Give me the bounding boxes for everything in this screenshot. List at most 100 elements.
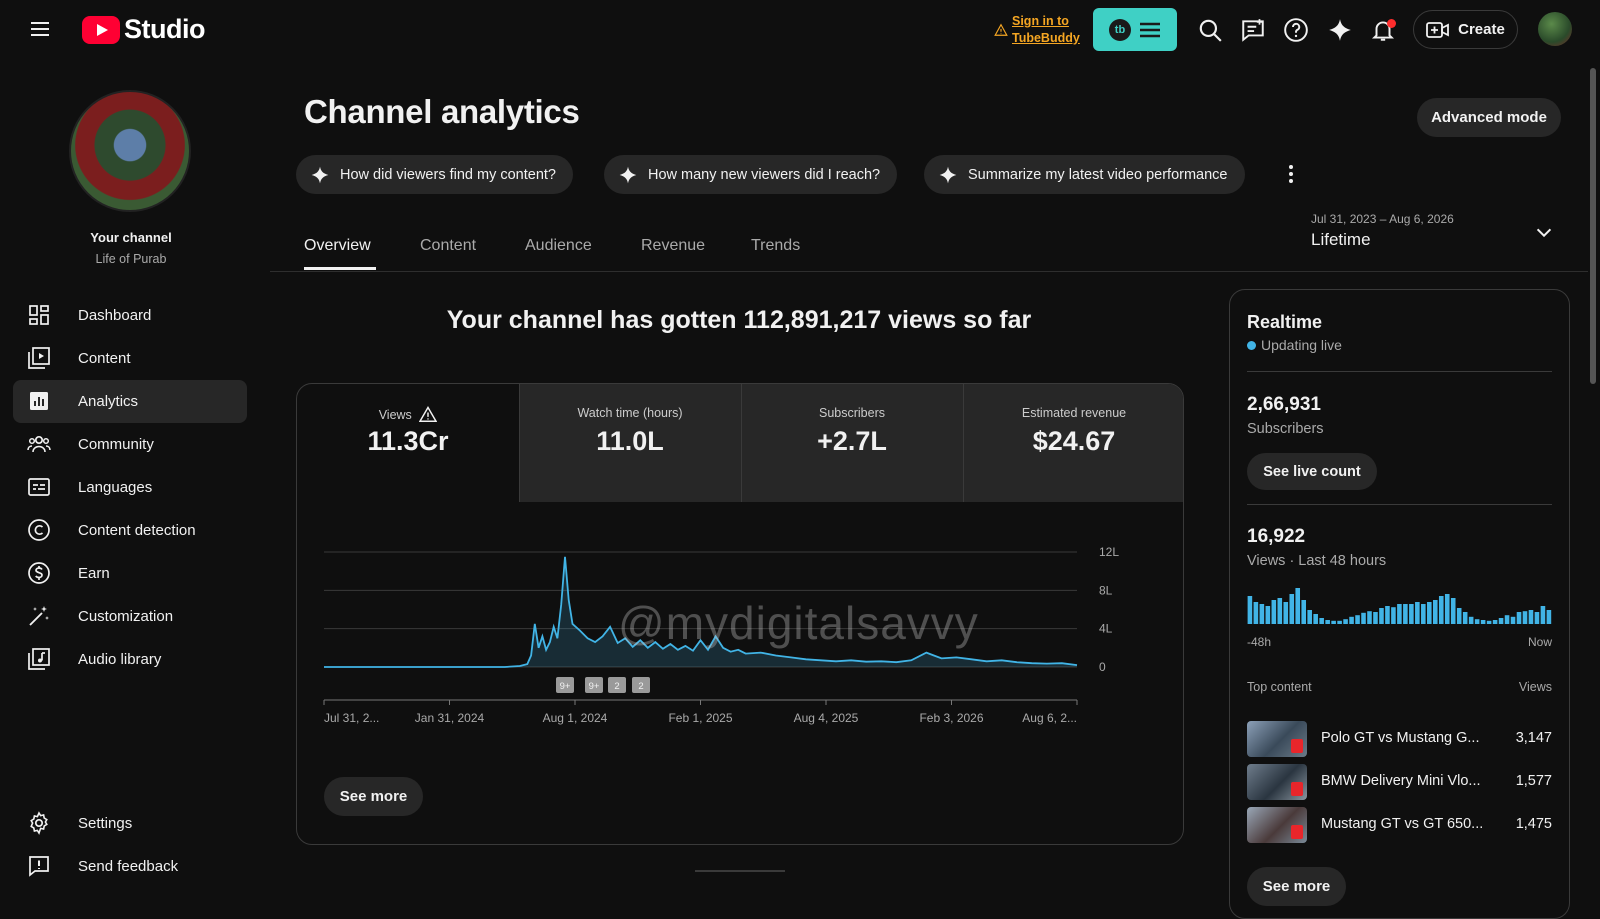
top-content-row[interactable]: BMW Delivery Mini Vlo... 1,577 [1247, 764, 1552, 800]
date-preset-label[interactable]: Lifetime [1311, 230, 1371, 249]
realtime-card: Realtime Updating live 2,66,931 Subscrib… [1229, 289, 1570, 919]
suggestion-chip[interactable]: How many new viewers did I reach? [604, 155, 898, 194]
annotation-marker-box [585, 677, 603, 693]
notifications-icon[interactable] [1370, 17, 1396, 43]
sidebar-item-label: Content [78, 350, 131, 367]
sidebar-item-community[interactable]: Community [13, 423, 247, 466]
metric-estimated-revenue[interactable]: Estimated revenue $24.67 [963, 384, 1183, 502]
realtime-bar [1510, 616, 1516, 624]
realtime-bar [1331, 620, 1336, 624]
views-line-chart[interactable]: 12L 8L 4L 0 Jul 31, 2... Jan 31, 2024 Aug 1, 2… [297, 502, 1184, 762]
tubebuddy-logo: tb [1109, 18, 1131, 41]
sidebar-item-label: Community [78, 436, 154, 453]
chart-annotation-marker[interactable]: 9+ [585, 677, 603, 693]
sidebar-item-send-feedback[interactable]: Send feedback [13, 845, 247, 888]
channel-avatar[interactable] [69, 90, 191, 212]
sidebar-item-languages[interactable]: Languages [13, 466, 247, 509]
top-content-row[interactable]: Polo GT vs Mustang G... 3,147 [1247, 721, 1552, 757]
realtime-bar [1504, 615, 1510, 624]
realtime-bar [1253, 602, 1259, 624]
search-icon[interactable] [1197, 17, 1223, 43]
top-content-row[interactable]: Mustang GT vs GT 650... 1,475 [1247, 807, 1552, 843]
metric-subscribers[interactable]: Subscribers +2.7L [741, 384, 963, 502]
realtime-bar [1546, 610, 1552, 624]
chart-annotation-marker[interactable]: 2 [608, 677, 626, 693]
tubebuddy-signin-link[interactable]: Sign in to TubeBuddy [994, 13, 1080, 47]
see-more-button[interactable]: See more [324, 777, 423, 816]
help-icon[interactable] [1283, 17, 1309, 43]
realtime-bar [1498, 618, 1504, 624]
tubebuddy-line2: TubeBuddy [1012, 30, 1080, 45]
realtime-bar [1313, 614, 1318, 624]
realtime-bar [1462, 612, 1468, 624]
more-options-icon[interactable] [1283, 160, 1299, 188]
advanced-mode-button[interactable]: Advanced mode [1417, 98, 1561, 137]
chart-annotation-marker[interactable]: 2 [632, 677, 650, 693]
sidebar-item-label: Analytics [78, 393, 139, 410]
create-button[interactable]: Create [1413, 10, 1518, 49]
realtime-bar [1492, 620, 1498, 624]
tab-revenue[interactable]: Revenue [641, 237, 706, 254]
tubebuddy-menu-button[interactable]: tb [1093, 8, 1177, 51]
tab-trends[interactable]: Trends [751, 237, 801, 254]
video-add-icon [1426, 21, 1450, 38]
video-title: Polo GT vs Mustang G... [1321, 730, 1480, 746]
date-range-label[interactable]: Jul 31, 2023 – Aug 6, 2026 [1311, 212, 1454, 226]
scrollbar[interactable] [1590, 68, 1596, 384]
dollar-icon [28, 562, 50, 584]
tab-overview[interactable]: Overview [304, 237, 371, 254]
metric-views[interactable]: Views 11.3Cr [297, 384, 519, 502]
menu-icon[interactable] [28, 17, 52, 41]
metric-watch-time[interactable]: Watch time (hours) 11.0L [519, 384, 741, 502]
realtime-bar [1522, 611, 1528, 624]
sidebar-item-label: Content detection [78, 522, 196, 539]
realtime-bar [1403, 604, 1408, 624]
sidebar-item-content[interactable]: Content [13, 337, 247, 380]
warning-icon [419, 406, 438, 422]
top-content-see-more-button[interactable]: See more [1247, 867, 1346, 906]
chart-y-tick-label: 4L [1099, 622, 1113, 636]
realtime-subscribers-value: 2,66,931 [1247, 394, 1321, 415]
sidebar-item-label: Dashboard [78, 307, 152, 324]
tab-audience[interactable]: Audience [525, 237, 592, 254]
metric-divider [519, 384, 520, 502]
realtime-views-value: 16,922 [1247, 526, 1306, 547]
realtime-bar-chart[interactable] [1247, 584, 1552, 624]
sidebar-item-content-detection[interactable]: Content detection [13, 509, 247, 552]
gear-icon [30, 811, 48, 835]
comments-icon[interactable] [1240, 17, 1266, 43]
sparkle-icon[interactable] [1327, 17, 1353, 43]
divider [1247, 371, 1552, 372]
sidebar-item-dashboard[interactable]: Dashboard [13, 294, 247, 337]
sidebar-item-customization[interactable]: Customization [13, 595, 247, 638]
realtime-status-text: Updating live [1261, 337, 1342, 353]
tubebuddy-line1: Sign in to [1012, 14, 1069, 28]
your-channel-label: Your channel [90, 230, 172, 245]
sidebar-item-audio-library[interactable]: Audio library [13, 638, 247, 681]
active-tab-indicator [304, 267, 376, 270]
see-live-count-button[interactable]: See live count [1247, 453, 1377, 490]
top-bar: Studio Sign in to TubeBuddy tb Create [0, 0, 1600, 58]
studio-logo[interactable]: Studio [82, 14, 205, 45]
video-title: Mustang GT vs GT 650... [1321, 816, 1484, 832]
sidebar-item-analytics[interactable]: Analytics [13, 380, 247, 423]
metric-label: Watch time (hours) [577, 406, 683, 420]
chevron-down-icon[interactable] [1533, 222, 1555, 244]
account-avatar[interactable] [1538, 12, 1572, 46]
chart-annotation-marker[interactable]: 9+ [556, 677, 574, 693]
sidebar-item-settings[interactable]: Settings [13, 802, 247, 845]
sidebar-item-label: Languages [78, 479, 153, 496]
suggestion-chip[interactable]: Summarize my latest video performance [924, 155, 1245, 194]
chart-y-tick-label: 8L [1099, 583, 1113, 597]
suggestion-chip[interactable]: How did viewers find my content? [296, 155, 573, 194]
realtime-bar [1277, 598, 1283, 624]
realtime-bar [1516, 612, 1522, 624]
sidebar-item-earn[interactable]: Earn [13, 552, 247, 595]
sidebar-item-label: Earn [78, 565, 110, 582]
metric-value: $24.67 [1032, 426, 1116, 456]
tab-content[interactable]: Content [420, 237, 477, 254]
chart-x-tick-label: Jan 31, 2024 [415, 711, 485, 725]
youtube-play-icon [82, 15, 120, 44]
chart-x-tick-label: Jul 31, 2... [324, 711, 379, 725]
chart-series-line [324, 556, 1078, 668]
